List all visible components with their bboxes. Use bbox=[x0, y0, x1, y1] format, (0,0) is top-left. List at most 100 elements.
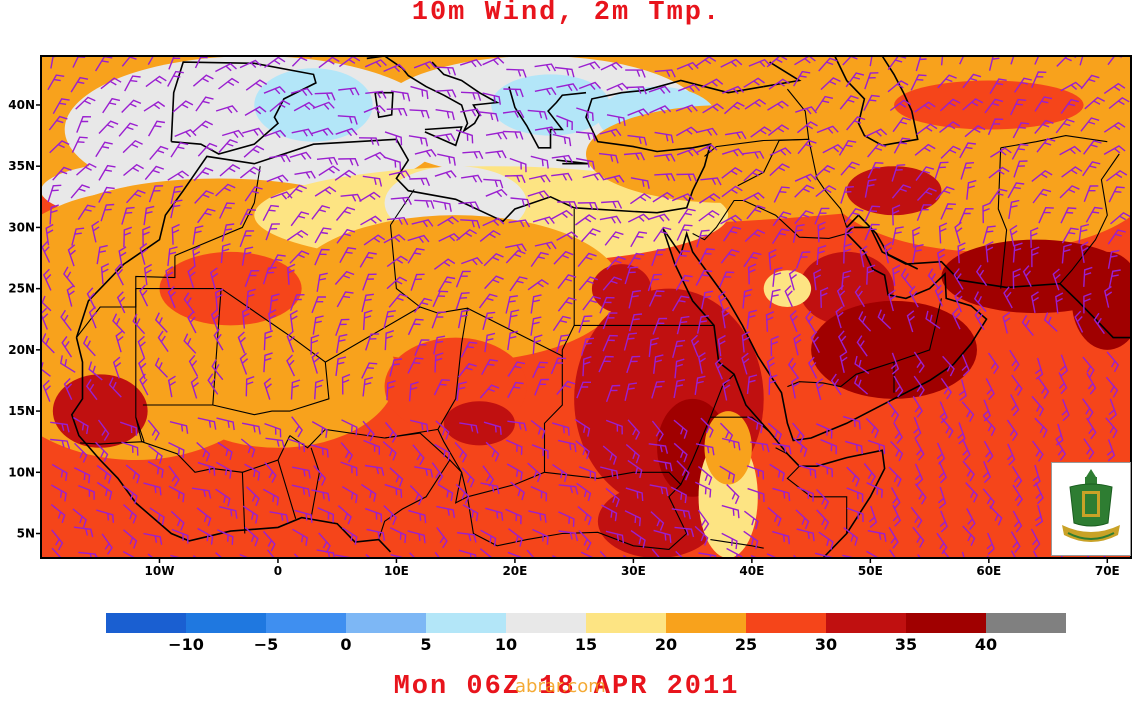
wind-barb bbox=[85, 379, 98, 401]
temperature-region bbox=[289, 215, 622, 363]
wind-barb bbox=[214, 288, 224, 310]
wind-barb bbox=[602, 334, 618, 352]
wind-barb bbox=[389, 467, 404, 487]
wind-barb bbox=[940, 56, 944, 66]
wind-barb bbox=[263, 85, 286, 95]
wind-barb bbox=[389, 527, 407, 544]
wind-barb bbox=[910, 506, 923, 528]
wind-barb bbox=[530, 419, 546, 439]
wind-barb bbox=[485, 188, 508, 198]
wind-barb bbox=[215, 488, 231, 507]
wind-barb bbox=[975, 264, 988, 287]
wind-barb bbox=[973, 291, 987, 312]
wind-barb bbox=[721, 504, 740, 519]
wind-barb bbox=[1074, 310, 1084, 333]
wind-barb bbox=[958, 207, 974, 225]
wind-barb bbox=[433, 335, 446, 355]
wind-barb bbox=[97, 419, 110, 441]
wind-barb bbox=[913, 417, 922, 440]
wind-barb bbox=[192, 120, 214, 133]
wind-barb bbox=[149, 507, 165, 526]
wind-barb bbox=[122, 550, 137, 558]
wind-barb bbox=[407, 530, 426, 544]
wind-barb bbox=[939, 98, 961, 112]
wind-barb bbox=[534, 378, 550, 396]
wind-barb bbox=[479, 384, 500, 399]
wind-barb bbox=[478, 111, 499, 122]
wind-barb bbox=[207, 373, 219, 395]
wind-barb bbox=[865, 417, 880, 439]
wind-barb bbox=[854, 285, 865, 308]
country-border bbox=[737, 138, 848, 228]
wind-barb bbox=[794, 173, 817, 182]
wind-barb bbox=[484, 332, 496, 353]
wind-barb bbox=[435, 420, 450, 440]
wind-barb bbox=[719, 465, 736, 483]
wind-barb bbox=[867, 530, 887, 542]
wind-barb bbox=[41, 307, 49, 330]
wind-barb bbox=[192, 225, 204, 245]
wind-barb bbox=[1085, 206, 1103, 223]
wind-barb bbox=[653, 459, 673, 472]
wind-barb bbox=[1078, 223, 1090, 244]
wind-barb bbox=[410, 419, 429, 433]
wind-barb bbox=[630, 530, 646, 549]
wind-barb bbox=[410, 273, 425, 291]
wind-barb bbox=[532, 216, 555, 225]
wind-barb bbox=[673, 250, 690, 267]
wind-barb bbox=[556, 115, 573, 131]
wind-barb bbox=[887, 401, 900, 423]
wind-barb bbox=[700, 290, 714, 310]
coastline bbox=[662, 226, 1131, 442]
wind-barb bbox=[457, 309, 470, 329]
wind-barb bbox=[455, 129, 474, 144]
country-border bbox=[710, 539, 764, 549]
wind-barb bbox=[386, 255, 408, 268]
wind-barb bbox=[172, 100, 194, 113]
wind-barb bbox=[552, 464, 568, 483]
wind-barb bbox=[365, 333, 380, 351]
coastline bbox=[374, 91, 394, 119]
wind-barb bbox=[1060, 207, 1077, 224]
wind-barb bbox=[576, 381, 591, 399]
wind-barb bbox=[647, 213, 670, 222]
wind-barb bbox=[408, 135, 429, 147]
wind-barb bbox=[671, 295, 690, 312]
colorbar-label: 5 bbox=[420, 635, 431, 654]
wind-barb bbox=[888, 289, 897, 312]
wind-barb bbox=[364, 507, 383, 523]
colorbar-swatch bbox=[986, 613, 1066, 633]
wind-barb bbox=[169, 421, 189, 434]
wind-barb bbox=[485, 150, 507, 159]
wind-barb bbox=[143, 205, 155, 226]
wind-barb bbox=[741, 331, 750, 353]
wind-barb bbox=[414, 339, 430, 356]
wind-barb bbox=[188, 354, 199, 377]
wind-barb bbox=[648, 85, 671, 94]
wind-barb bbox=[506, 463, 523, 481]
wind-barb bbox=[626, 86, 647, 95]
wind-barb bbox=[606, 114, 626, 127]
wind-barb bbox=[455, 270, 471, 288]
wind-barb bbox=[390, 90, 411, 102]
wind-barb bbox=[574, 214, 597, 226]
wind-barb bbox=[197, 461, 216, 476]
wind-barb bbox=[954, 290, 963, 313]
wind-barb bbox=[241, 307, 251, 329]
wind-barb bbox=[743, 510, 759, 530]
wind-barb bbox=[914, 438, 925, 461]
wind-barb bbox=[989, 505, 1003, 526]
wind-barb bbox=[95, 141, 113, 158]
wind-barb bbox=[556, 83, 578, 92]
wind-barb bbox=[61, 335, 73, 358]
wind-barb bbox=[314, 227, 332, 244]
wind-barb bbox=[88, 306, 98, 329]
wind-barb bbox=[108, 377, 122, 398]
wind-barb bbox=[1031, 246, 1040, 268]
wind-barb bbox=[867, 143, 887, 158]
wind-barb bbox=[219, 164, 241, 177]
colorbar-swatch bbox=[666, 613, 746, 633]
wind-barb bbox=[1034, 357, 1044, 380]
wind-barb bbox=[359, 251, 377, 268]
wind-barb bbox=[383, 310, 396, 329]
